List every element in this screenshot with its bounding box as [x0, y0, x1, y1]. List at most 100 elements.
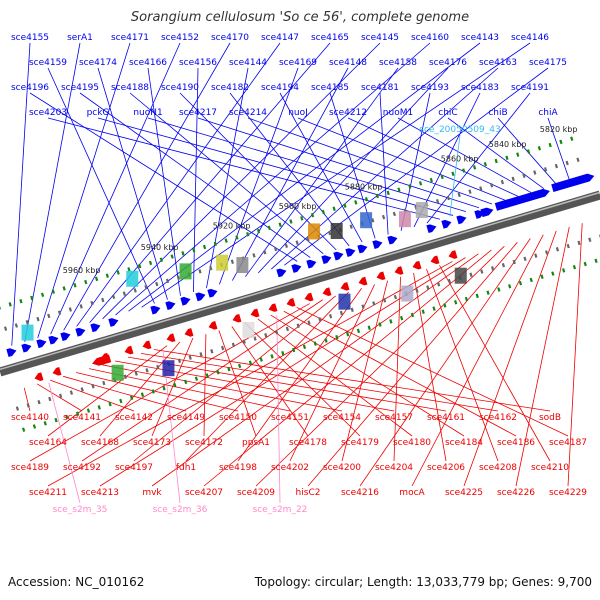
scale-tick: [192, 247, 196, 253]
label-leader-line: [76, 42, 281, 327]
scale-tick: [486, 290, 490, 295]
forward-gene-label: pckG: [87, 108, 110, 118]
scale-tick: [68, 307, 72, 312]
rna-gene-label: sce_s2m_35: [53, 505, 108, 515]
reverse-gene-label: sce4141: [63, 413, 101, 423]
scale-tick: [116, 270, 120, 275]
scale-tick: [483, 161, 487, 167]
scale-tick: [421, 309, 425, 315]
forward-gene-label: sce4185: [311, 83, 349, 93]
rna-gene-label: sce_s2m_22: [253, 505, 308, 515]
feature-block: [216, 254, 229, 271]
feature-block: [398, 211, 411, 228]
scale-tick: [457, 192, 461, 198]
scale-tick: [19, 298, 23, 304]
feature-block: [338, 293, 351, 310]
feature-block: [330, 222, 343, 239]
forward-gene-arrow: [6, 348, 17, 357]
scale-tick: [248, 360, 253, 365]
scale-tick: [62, 286, 66, 291]
label-leader-line: [50, 379, 135, 412]
scale-tick: [497, 287, 501, 292]
scale-tick: [435, 198, 440, 204]
scale-tick: [32, 424, 37, 429]
label-leader-line: [426, 92, 531, 224]
scale-tick: [84, 279, 88, 285]
forward-gene-label: sce4156: [179, 58, 217, 68]
label-leader-line: [37, 42, 131, 339]
scale-tick: [372, 301, 376, 306]
scale-tick: [443, 303, 447, 308]
scale-tick: [307, 320, 311, 325]
label-leader-line: [197, 117, 480, 209]
reverse-gene-arrow: [358, 276, 368, 286]
scale-tick: [138, 263, 142, 269]
forward-gene-label: sce4169: [279, 58, 317, 68]
scale-tick: [194, 376, 199, 381]
label-leader-line: [79, 92, 311, 258]
scale-tick: [576, 157, 580, 163]
scale-tick: [400, 315, 404, 321]
label-leader-line: [449, 134, 461, 217]
label-leader-line: [463, 230, 557, 487]
scale-tick: [281, 350, 285, 356]
scale-tick: [583, 261, 587, 267]
scale-tick: [231, 342, 236, 348]
labels: 5820 kbp 5840 kbp 5860 kbp 5880 kbp 5900 kbp…: [11, 33, 587, 515]
forward-gene-label: sce4212: [329, 108, 367, 118]
forward-gene-label: sce4217: [179, 108, 217, 118]
scale-tick: [199, 352, 203, 357]
scale-tick: [289, 219, 293, 224]
reverse-gene-label: sce4216: [341, 488, 379, 498]
scale-tick: [451, 171, 455, 176]
scale-tick: [202, 244, 207, 250]
scale-tick: [335, 335, 339, 340]
reverse-gene-arrow: [250, 308, 260, 318]
label-leader-line: [185, 291, 349, 462]
label-leader-line: [237, 288, 362, 462]
scale-tick: [25, 320, 29, 325]
label-leader-line: [255, 245, 505, 487]
forward-gene-arrow: [291, 264, 302, 273]
scale-tick: [144, 285, 148, 290]
label-leader-line: [393, 276, 401, 462]
scale-tick: [0, 305, 1, 310]
scale-tick: [382, 298, 387, 303]
label-leader-line: [411, 234, 544, 487]
reverse-gene-label: hisC2: [296, 488, 321, 498]
reverse-gene-label: sce4200: [323, 463, 361, 473]
reverse-gene-arrow: [376, 271, 386, 281]
reverse-gene-label: sce4189: [11, 463, 49, 473]
forward-gene-arrow: [345, 248, 356, 257]
scale-tick: [469, 272, 473, 277]
reverse-gene-label: sce4161: [427, 413, 465, 423]
label-leader-line: [11, 42, 31, 346]
scale-tick: [367, 325, 371, 330]
scale-tick: [562, 268, 566, 273]
reverse-gene-label: sce4197: [115, 463, 153, 473]
scale-tick: [127, 267, 131, 272]
scale-tick: [440, 174, 444, 180]
forward-gene-label: sce4193: [411, 83, 449, 93]
forward-gene-arrow: [48, 335, 59, 345]
scale-tick: [264, 333, 268, 338]
scale-label: 5940 kbp: [141, 243, 179, 252]
scale-tick: [111, 294, 116, 300]
scale-tick: [165, 278, 170, 284]
forward-gene-label: sce4147: [261, 33, 299, 43]
scale-tick: [177, 358, 182, 364]
scale-tick: [278, 222, 282, 227]
forward-gene-arrow: [456, 215, 467, 225]
scale-tick: [102, 380, 106, 386]
label-leader-line: [102, 364, 343, 412]
forward-gene-label: sce4182: [211, 83, 249, 93]
scale-tick: [500, 179, 504, 185]
backbone-highlight: [0, 191, 600, 371]
scale-tick: [256, 228, 261, 234]
forward-gene-arrow: [551, 173, 595, 193]
reverse-gene-arrow: [208, 321, 218, 330]
scale-tick: [332, 206, 336, 212]
scale-tick: [36, 316, 40, 322]
forward-gene-label: sce4203: [29, 108, 67, 118]
